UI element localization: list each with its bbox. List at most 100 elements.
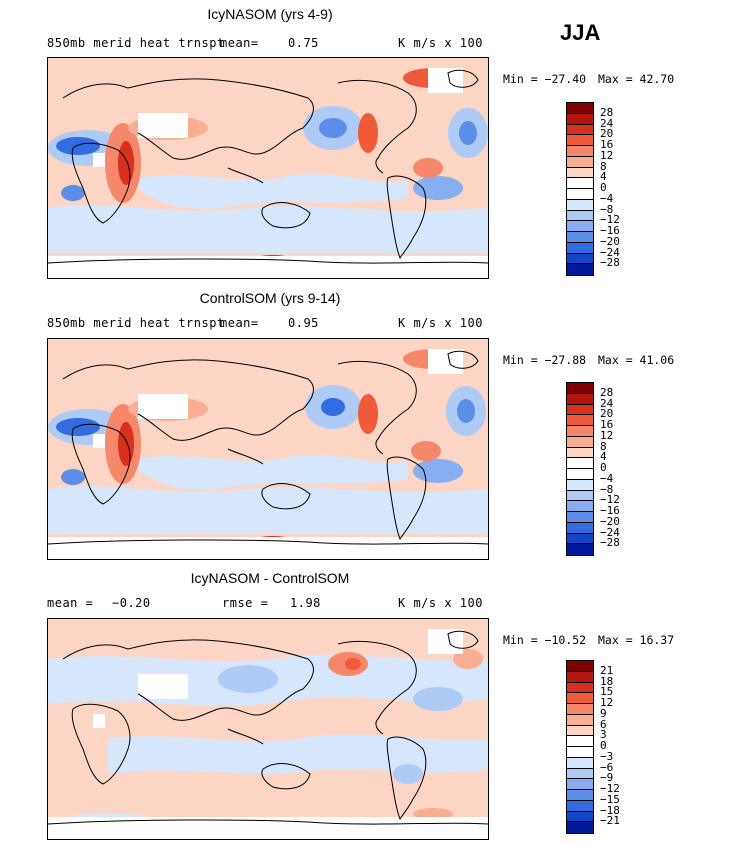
colorbar-tick-label: 4 xyxy=(600,170,607,184)
colorbar-tick-label: 8 xyxy=(600,159,607,173)
panel-3-max: Max = 16.37 xyxy=(598,633,675,647)
colorbar-tick-label: 18 xyxy=(600,674,614,688)
colorbar-bin xyxy=(567,167,593,179)
colorbar-bin xyxy=(567,221,593,232)
panel-3-colorbar xyxy=(566,660,594,834)
colorbar-bin xyxy=(567,189,593,200)
colorbar-tick-label: 0 xyxy=(600,461,607,474)
panel-3-colorbar-labels: 21 18 15 12 9 6 3 0 −3 −6 −9 −12 −15 −18 −21 xyxy=(598,660,638,832)
colorbar-tick-label: −4 xyxy=(600,471,614,485)
colorbar-bin xyxy=(567,490,593,502)
colorbar-bin xyxy=(567,811,593,823)
colorbar-bin xyxy=(567,124,593,136)
colorbar-tick-label: 12 xyxy=(600,696,614,709)
panel-3-min: Min = −10.52 xyxy=(503,633,587,647)
colorbar-tick-label: −24 xyxy=(600,245,620,259)
colorbar-bin xyxy=(567,436,593,448)
colorbar-bin xyxy=(567,135,593,146)
colorbar-tick-label: 20 xyxy=(600,407,614,421)
panel-2-colorbar-labels: 28 24 20 16 12 8 4 0 −4 −8 −12 −16 −20 −24 −28 xyxy=(598,382,638,554)
panel-1-title: IcyNASOM (yrs 4-9) xyxy=(207,6,333,22)
colorbar-bin xyxy=(567,544,593,555)
colorbar-tick-label: −28 xyxy=(600,536,620,550)
panel-2-title: ControlSOM (yrs 9-14) xyxy=(199,290,341,306)
panel-2-units: K m/s x 100 xyxy=(398,316,483,330)
colorbar-tick-label: 0 xyxy=(600,739,607,752)
colorbar-tick-label: −24 xyxy=(600,525,620,539)
colorbar-bin xyxy=(567,822,593,833)
colorbar-tick-label: −15 xyxy=(600,792,620,806)
panel-2-map xyxy=(47,338,489,560)
colorbar-bin xyxy=(567,790,593,801)
colorbar-tick-label: 6 xyxy=(600,717,607,731)
colorbar-tick-label: 24 xyxy=(600,116,614,130)
colorbar-bin xyxy=(567,501,593,512)
colorbar-tick-label: 21 xyxy=(600,663,614,677)
colorbar-tick-label: −4 xyxy=(600,191,614,205)
colorbar-bin xyxy=(567,232,593,243)
panel-2-mean-label: mean= xyxy=(220,316,259,330)
colorbar-bin xyxy=(567,522,593,534)
panel-2-min: Min = −27.88 xyxy=(503,353,587,367)
colorbar-bin xyxy=(567,113,593,125)
colorbar-tick-label: 3 xyxy=(600,728,607,742)
missing-data-regions xyxy=(48,68,488,278)
colorbar-tick-label: 20 xyxy=(600,127,614,141)
colorbar-bin xyxy=(567,264,593,275)
colorbar-tick-label: 28 xyxy=(600,385,614,399)
colorbar-bin xyxy=(567,725,593,737)
panel-1-map xyxy=(47,57,489,279)
colorbar-bin xyxy=(567,447,593,459)
colorbar-bin xyxy=(567,747,593,758)
panel-1-field-label: 850mb merid heat trnspt xyxy=(47,36,225,50)
colorbar-tick-label: 8 xyxy=(600,439,607,453)
coastlines xyxy=(48,69,488,264)
colorbar-bin xyxy=(567,800,593,812)
colorbar-tick-label: −12 xyxy=(600,213,620,227)
coastlines xyxy=(48,630,488,825)
colorbar-bin xyxy=(567,199,593,211)
panel-3-units: K m/s x 100 xyxy=(398,596,483,610)
panel-2-max: Max = 41.06 xyxy=(598,353,675,367)
panel-2-colorbar xyxy=(566,382,594,556)
colorbar-tick-label: 28 xyxy=(600,105,614,119)
colorbar-tick-label: −16 xyxy=(600,224,620,237)
colorbar-tick-label: 16 xyxy=(600,138,614,151)
colorbar-tick-label: −12 xyxy=(600,493,620,507)
colorbar-tick-label: 24 xyxy=(600,396,614,410)
colorbar-tick-label: −8 xyxy=(600,202,614,216)
colorbar-bin xyxy=(567,682,593,694)
colorbar-bin xyxy=(567,103,593,114)
colorbar-tick-label: 4 xyxy=(600,450,607,464)
colorbar-tick-label: −20 xyxy=(600,234,620,248)
panel-1-field-plot xyxy=(48,58,488,278)
colorbar-bin xyxy=(567,178,593,189)
colorbar-tick-label: −9 xyxy=(600,771,614,785)
colorbar-bin xyxy=(567,661,593,672)
colorbar-bin xyxy=(567,671,593,683)
colorbar-bin xyxy=(567,393,593,405)
colorbar-bin xyxy=(567,242,593,254)
panel-3-mean-label: mean = xyxy=(47,596,94,610)
colorbar-tick-label: 9 xyxy=(600,706,607,720)
panel-3-title: IcyNASOM - ControlSOM xyxy=(190,570,350,586)
colorbar-bin xyxy=(567,533,593,545)
colorbar-tick-label: −3 xyxy=(600,749,614,763)
panel-3-rmse-label: rmse = xyxy=(222,596,269,610)
colorbar-tick-label: −20 xyxy=(600,514,620,528)
colorbar-bin xyxy=(567,426,593,437)
panel-2-field-label: 850mb merid heat trnspt xyxy=(47,316,225,330)
colorbar-tick-label: −18 xyxy=(600,803,620,817)
panel-1-colorbar xyxy=(566,102,594,276)
panel-1-mean-value: 0.75 xyxy=(288,36,319,50)
colorbar-bin xyxy=(567,757,593,769)
panel-1-units: K m/s x 100 xyxy=(398,36,483,50)
colorbar-tick-label: −6 xyxy=(600,760,614,774)
colorbar-tick-label: −8 xyxy=(600,482,614,496)
panel-3-rmse-value: 1.98 xyxy=(290,596,321,610)
colorbar-bin xyxy=(567,768,593,780)
colorbar-tick-label: 15 xyxy=(600,685,614,699)
colorbar-bin xyxy=(567,714,593,726)
colorbar-bin xyxy=(567,383,593,394)
colorbar-bin xyxy=(567,146,593,157)
